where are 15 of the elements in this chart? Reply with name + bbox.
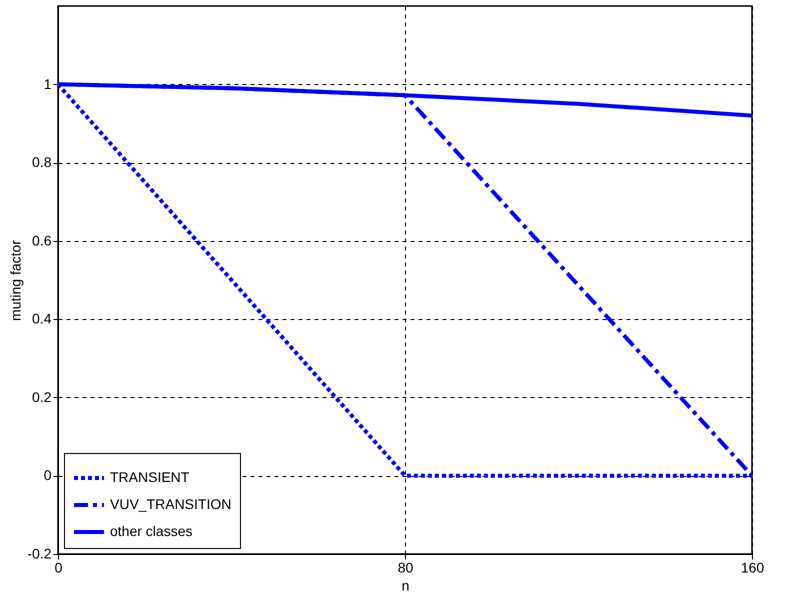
legend-label: VUV_TRANSITION [110, 496, 232, 512]
legend-label: other classes [110, 523, 192, 539]
y-tick-label: 0.4 [32, 310, 52, 327]
x-axis-title: n [402, 578, 410, 594]
y-tick-label: 0.8 [32, 154, 52, 170]
y-tick-label: 1 [44, 76, 52, 92]
y-tick-label: 0 [44, 467, 52, 484]
x-tick-label: 80 [398, 560, 414, 576]
y-tick-label: -0.2 [27, 546, 52, 562]
y-tick-label: 0.2 [32, 388, 52, 405]
x-tick-label: 0 [54, 560, 63, 576]
legend-label: TRANSIENT [110, 469, 190, 485]
y-axis-title: muting factor [7, 240, 24, 321]
x-tick-label: 160 [740, 560, 764, 576]
y-tick-label: 0.6 [32, 232, 52, 248]
